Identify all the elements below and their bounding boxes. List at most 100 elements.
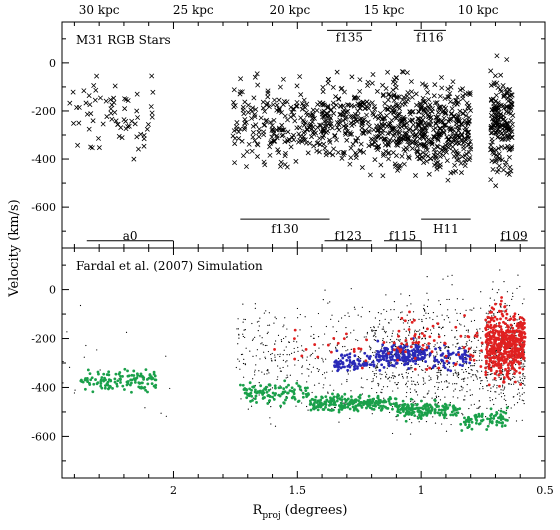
simulation-point: [276, 378, 278, 381]
rgb-star-point: [351, 95, 357, 101]
simulation-point: [360, 386, 362, 388]
simulation-point: [466, 341, 468, 343]
simulation-point: [461, 345, 463, 347]
simulation-point: [490, 306, 494, 310]
rgb-star-point: [488, 97, 494, 103]
simulation-point: [467, 420, 471, 424]
simulation-point: [381, 345, 383, 348]
simulation-point: [376, 392, 378, 394]
simulation-point: [397, 387, 399, 389]
simulation-point: [489, 414, 492, 417]
simulation-point: [478, 422, 482, 425]
simulation-point: [353, 367, 357, 371]
simulation-point: [404, 419, 408, 423]
simulation-point: [401, 373, 403, 375]
simulation-point: [259, 358, 261, 360]
simulation-point: [454, 362, 458, 366]
simulation-point: [357, 362, 361, 366]
rgb-star-point: [390, 87, 396, 93]
rgb-star-point: [270, 102, 276, 108]
rgb-star-point: [509, 144, 515, 150]
rgb-star-point: [336, 127, 342, 133]
simulation-point: [432, 311, 435, 314]
simulation-point: [501, 314, 505, 318]
simulation-point: [429, 329, 432, 331]
simulation-point: [463, 349, 467, 353]
simulation-point: [308, 368, 310, 370]
simulation-point: [437, 386, 439, 388]
rgb-star-point: [262, 162, 268, 168]
simulation-point: [259, 317, 261, 319]
rgb-star-point: [497, 128, 503, 134]
rgb-star-point: [349, 114, 355, 120]
simulation-point: [268, 372, 270, 374]
rgb-star-point: [311, 128, 317, 134]
simulation-point: [240, 353, 243, 356]
simulation-point: [418, 334, 421, 336]
simulation-point: [505, 404, 507, 406]
simulation-point: [373, 372, 375, 375]
simulation-point: [497, 333, 500, 336]
simulation-point: [416, 330, 418, 333]
simulation-point: [413, 367, 417, 371]
simulation-point: [427, 365, 429, 367]
simulation-point: [288, 354, 291, 356]
rgb-star-point: [437, 125, 443, 131]
rgb-star-point: [498, 102, 504, 108]
simulation-point: [266, 332, 268, 335]
simulation-point: [488, 423, 490, 425]
simulation-point: [391, 357, 394, 361]
rgb-star-point: [507, 132, 513, 138]
simulation-point: [263, 387, 267, 391]
rgb-star-point: [374, 144, 380, 150]
rgb-star-point: [371, 104, 377, 110]
simulation-point: [405, 362, 409, 366]
simulation-point: [489, 341, 493, 345]
simulation-point: [496, 311, 499, 314]
simulation-point: [518, 342, 522, 346]
simulation-point: [285, 361, 287, 363]
simulation-point: [374, 351, 376, 353]
simulation-point: [438, 300, 440, 302]
rgb-star-point: [420, 95, 426, 101]
rgb-star-point: [343, 116, 349, 122]
simulation-point: [487, 313, 489, 315]
simulation-point: [273, 384, 277, 388]
simulation-point: [314, 357, 316, 360]
rgb-star-point: [424, 135, 430, 141]
simulation-point: [504, 386, 506, 388]
rgb-star-point: [466, 149, 472, 155]
rgb-star-point: [276, 97, 282, 103]
rgb-star-point: [495, 100, 501, 106]
simulation-point: [127, 374, 131, 378]
simulation-point: [395, 415, 397, 418]
rgb-star-point: [369, 80, 375, 86]
simulation-point: [465, 368, 467, 371]
simulation-point: [395, 349, 399, 353]
simulation-point: [344, 345, 346, 348]
simulation-point: [388, 322, 390, 324]
rgb-star-point: [359, 165, 365, 170]
rgb-star-point: [375, 128, 381, 133]
top-axis-kpc-label: 20 kpc: [269, 3, 310, 17]
simulation-point: [368, 357, 372, 361]
rgb-star-point: [385, 69, 391, 75]
simulation-point: [427, 312, 429, 315]
rgb-star-point: [294, 99, 300, 105]
simulation-point: [365, 406, 368, 410]
simulation-point: [449, 321, 451, 323]
simulation-point: [476, 328, 478, 330]
simulation-point: [286, 360, 288, 362]
rgb-star-point: [370, 71, 376, 77]
simulation-point: [332, 326, 334, 328]
simulation-point: [453, 390, 455, 392]
simulation-point: [272, 398, 276, 401]
rgb-star-point: [461, 146, 467, 152]
simulation-point: [334, 359, 338, 363]
simulation-point: [437, 346, 439, 349]
simulation-point: [394, 382, 396, 384]
simulation-point: [402, 403, 406, 407]
simulation-point: [435, 358, 439, 362]
simulation-point: [450, 423, 452, 426]
simulation-point: [517, 351, 521, 355]
